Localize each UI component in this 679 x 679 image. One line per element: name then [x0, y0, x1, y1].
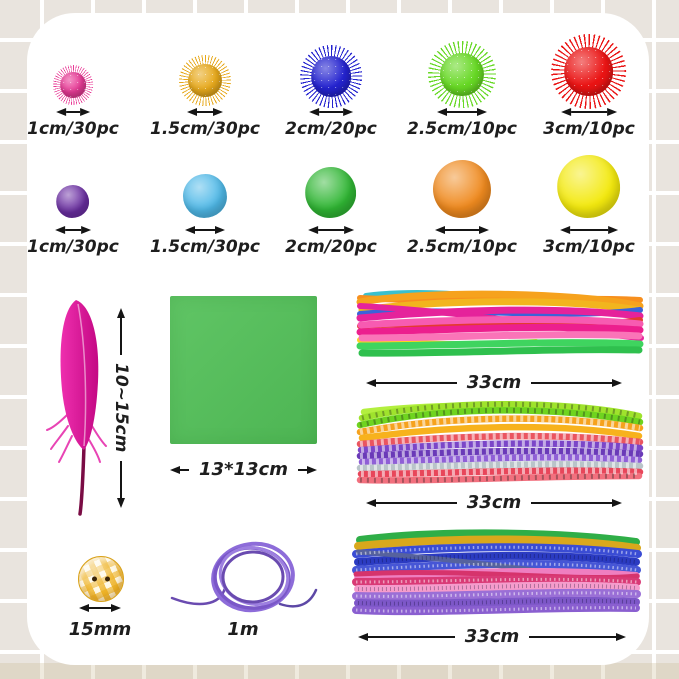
size-arrow — [54, 226, 91, 234]
size-label: 2.5cm/10pc — [406, 119, 518, 139]
size-arrow — [307, 226, 354, 234]
green-pom — [305, 167, 357, 218]
size-label: 1cm/30pc — [27, 237, 119, 257]
pink-feather — [46, 300, 107, 516]
button-size-arrow — [79, 604, 121, 612]
gold-glitter-pom — [179, 54, 231, 107]
glitter-pom-column-5: 3cm/10pc — [543, 33, 635, 139]
size-arrow — [185, 226, 225, 234]
size-label: 3cm/10pc — [543, 119, 635, 139]
pink-glitter-pom — [53, 65, 93, 105]
stems-length-measure-1: 33cm — [366, 372, 623, 393]
chenille-stems-bundle — [356, 290, 644, 357]
stems-length-label-3: 33cm — [464, 626, 520, 647]
size-arrow — [560, 108, 617, 116]
size-label: 1.5cm/30pc — [149, 237, 261, 257]
green-paper-square — [170, 296, 317, 444]
purple-cord — [170, 541, 318, 613]
glitter-pom-column-3: 2cm/20pc — [285, 38, 377, 139]
size-label: 1cm/30pc — [27, 119, 119, 139]
glitter-pom-column-2: 1.5cm/30pc — [150, 38, 260, 139]
glitter-pom-column-1: 1cm/30pc — [27, 38, 119, 139]
plain-pom-column-4: 2.5cm/10pc — [407, 148, 517, 257]
glitter-chenille-stems-bundle — [352, 529, 642, 616]
orange-pom — [433, 160, 491, 218]
gingham-button — [78, 556, 124, 602]
size-label: 2cm/20pc — [285, 237, 377, 257]
size-arrow — [435, 226, 489, 234]
size-label: 3cm/10pc — [543, 237, 635, 257]
green-glitter-pom — [428, 40, 496, 109]
feather-length-label: 10~15cm — [111, 363, 131, 453]
size-label: 2cm/20pc — [285, 119, 377, 139]
size-arrow — [308, 108, 353, 116]
paper-size-measure: 13*13cm — [170, 459, 317, 480]
stems-length-label-2: 33cm — [466, 492, 522, 513]
size-arrow — [559, 226, 618, 234]
plain-pom-column-3: 2cm/20pc — [285, 148, 377, 257]
glitter-pom-column-4: 2.5cm/10pc — [407, 38, 517, 139]
cord-length-label: 1m — [227, 619, 259, 640]
yellow-pom — [557, 155, 621, 218]
red-glitter-pom — [551, 33, 627, 110]
plain-pom-column-2: 1.5cm/30pc — [150, 148, 260, 257]
sky-blue-pom — [183, 174, 227, 218]
paper-size-label: 13*13cm — [199, 459, 288, 480]
size-label: 2.5cm/10pc — [406, 237, 518, 257]
plain-pom-column-5: 3cm/10pc — [543, 148, 635, 257]
purple-pom — [56, 185, 90, 218]
button-size-label: 15mm — [68, 619, 132, 640]
striped-chenille-stems-bundle — [356, 400, 644, 484]
stems-length-measure-3: 33cm — [358, 626, 627, 647]
stems-length-measure-2: 33cm — [366, 492, 623, 513]
size-label: 1.5cm/30pc — [149, 119, 261, 139]
plain-pom-column-1: 1cm/30pc — [27, 148, 119, 257]
size-arrow — [437, 108, 487, 116]
feather-length-measure: 10~15cm — [110, 308, 132, 509]
size-arrow — [55, 108, 90, 116]
stems-length-label-1: 33cm — [466, 372, 522, 393]
size-arrow — [187, 108, 223, 116]
blue-glitter-pom — [299, 45, 363, 108]
